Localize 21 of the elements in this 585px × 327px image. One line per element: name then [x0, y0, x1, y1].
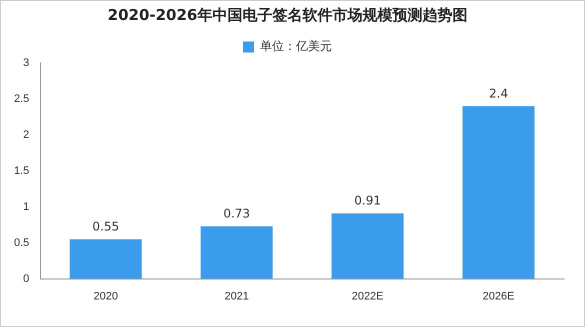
data-label: 0.73 — [223, 206, 250, 220]
x-tick-label: 2020 — [94, 290, 118, 302]
x-tick-label: 2021 — [224, 290, 249, 302]
data-label: 0.55 — [92, 219, 120, 234]
chart-title: 2020-2026年中国电子签名软件市场规模预测趋势图 — [108, 6, 468, 24]
y-tick-label: 3 — [23, 57, 30, 70]
data-label: 2.4 — [488, 86, 508, 100]
bar — [332, 213, 404, 279]
data-label: 0.91 — [354, 193, 381, 208]
bar — [70, 239, 142, 279]
x-tick-label: 2022E — [352, 290, 384, 302]
y-tick-label: 0.5 — [14, 236, 30, 249]
bar — [200, 226, 273, 279]
legend-label: 单位：亿美元 — [260, 39, 332, 54]
y-tick-label: 2.5 — [14, 93, 30, 105]
bar — [462, 106, 535, 279]
y-tick-label: 1.5 — [14, 164, 30, 177]
y-tick-label: 1 — [23, 200, 30, 213]
y-tick-label: 0 — [23, 272, 30, 285]
y-tick-label: 2 — [23, 128, 30, 141]
x-tick-label: 2026E — [482, 290, 514, 302]
